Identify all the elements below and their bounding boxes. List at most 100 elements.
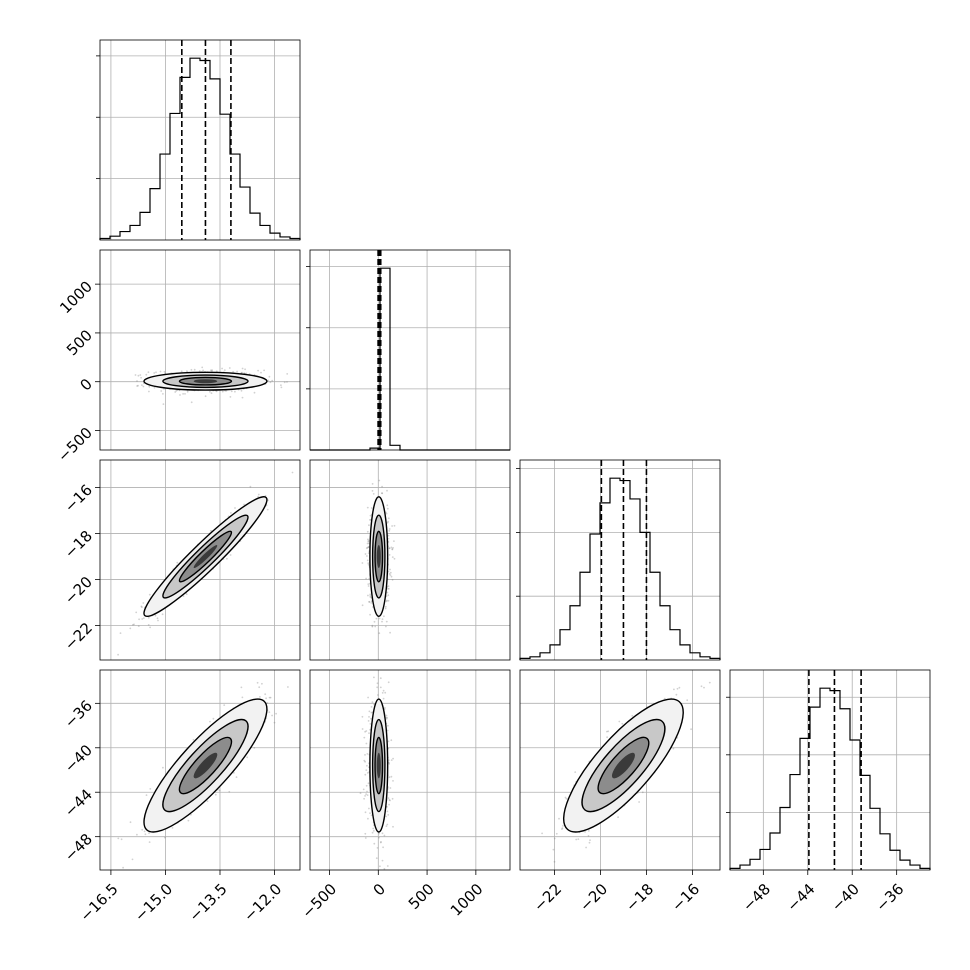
scatter-point <box>147 616 150 619</box>
scatter-point <box>381 492 383 495</box>
scatter-point <box>269 696 272 699</box>
scatter-point <box>136 380 138 382</box>
scatter-point <box>135 611 138 614</box>
scatter-point <box>268 711 271 713</box>
scatter-point <box>390 775 393 778</box>
scatter-point <box>280 386 283 389</box>
scatter-point <box>132 623 134 626</box>
scatter-point <box>265 697 267 700</box>
scatter-point <box>287 686 289 688</box>
scatter-point <box>389 568 391 571</box>
scatter-point <box>161 613 164 616</box>
scatter-panel <box>99 249 301 451</box>
panel-frame <box>99 669 301 871</box>
scatter-point <box>678 686 681 689</box>
scatter-point <box>136 833 138 836</box>
scatter-point <box>185 593 188 596</box>
scatter-point <box>202 369 205 372</box>
scatter-point <box>366 546 369 549</box>
scatter-point <box>381 485 383 488</box>
scatter-point <box>137 374 140 377</box>
scatter-point <box>145 794 148 796</box>
scatter-point <box>148 385 151 388</box>
panel-frame <box>519 459 721 661</box>
scatter-point <box>271 714 273 717</box>
scatter-point <box>367 594 369 597</box>
scatter-point <box>366 506 369 509</box>
scatter-point <box>606 730 608 733</box>
scatter-point <box>140 376 143 379</box>
scatter-point <box>209 720 211 723</box>
scatter-point <box>176 561 179 564</box>
scatter-point <box>369 519 371 521</box>
scatter-point <box>587 835 590 837</box>
scatter-point <box>386 504 389 507</box>
scatter-point <box>359 792 362 794</box>
scatter-point <box>365 742 368 745</box>
scatter-point <box>122 866 124 869</box>
scatter-point <box>139 374 142 376</box>
scatter-point <box>387 534 390 537</box>
scatter-point <box>384 607 387 610</box>
scatter-point <box>136 385 139 387</box>
scatter-point <box>241 396 244 399</box>
scatter-point <box>575 838 578 841</box>
scatter-point <box>190 813 192 816</box>
scatter-point <box>387 814 390 816</box>
scatter-point <box>263 369 265 372</box>
scatter-point <box>386 489 388 492</box>
scatter-point <box>553 837 556 840</box>
scatter-point <box>387 594 390 597</box>
scatter-point <box>209 530 212 532</box>
scatter-point <box>385 815 387 818</box>
scatter-point <box>390 546 393 549</box>
scatter-point <box>388 776 391 778</box>
scatter-point <box>257 493 260 496</box>
panel-background <box>730 670 930 870</box>
scatter-point <box>690 728 692 731</box>
scatter-point <box>364 837 367 839</box>
scatter-point <box>369 514 372 517</box>
scatter-point <box>588 841 591 844</box>
scatter-point <box>361 562 364 564</box>
panel-frame <box>729 669 931 871</box>
scatter-point <box>283 381 286 384</box>
scatter-point <box>565 797 568 800</box>
scatter-point <box>553 860 556 863</box>
scatter-point <box>141 384 143 386</box>
panel-frame <box>309 249 511 451</box>
scatter-point <box>198 370 201 372</box>
scatter-point <box>215 370 218 373</box>
scatter-point <box>365 784 368 787</box>
histogram-step <box>519 477 721 660</box>
scatter-point <box>365 547 368 550</box>
scatter-point <box>368 716 370 718</box>
scatter-point <box>157 619 159 622</box>
scatter-point <box>631 715 634 717</box>
scatter-point <box>621 722 624 725</box>
scatter-point <box>214 793 217 796</box>
scatter-point <box>371 490 374 492</box>
scatter-point <box>144 833 147 836</box>
scatter-point <box>117 653 119 656</box>
scatter-point <box>367 720 370 722</box>
scatter-point <box>369 613 371 616</box>
scatter-point <box>386 716 388 719</box>
scatter-point <box>234 507 236 509</box>
density-peak <box>611 752 635 779</box>
panel-background <box>310 460 510 660</box>
scatter-point <box>141 606 143 609</box>
scatter-point <box>388 530 391 532</box>
scatter-point <box>190 368 193 371</box>
scatter-point <box>365 730 368 732</box>
scatter-point <box>618 720 621 723</box>
histogram-panel <box>96 39 301 241</box>
scatter-point <box>134 374 137 376</box>
scatter-point <box>261 682 263 685</box>
scatter-point <box>607 730 610 733</box>
panel-frame <box>99 459 301 661</box>
scatter-point <box>388 761 390 764</box>
scatter-point <box>364 730 366 733</box>
scatter-point <box>119 632 122 634</box>
scatter-point <box>378 632 381 635</box>
